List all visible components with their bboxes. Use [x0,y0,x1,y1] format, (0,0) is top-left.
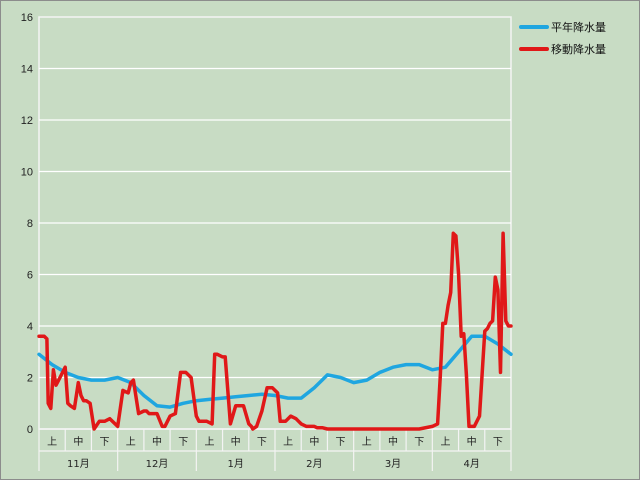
month-label: 12月 [146,458,169,470]
y-tick-label: 16 [21,12,33,24]
x-tick-label: 下 [336,437,346,448]
y-tick-label: 12 [21,115,33,127]
x-tick-label: 上 [204,436,214,448]
y-tick-label: 2 [27,373,33,385]
axes: 0 2 4 6 8 10 12 14 16 上 中 下 上 中 下 上 中 下 上 中 下 上 中 下 上 中 下 11月 12月 1月 2… [21,12,512,471]
x-tick-label: 下 [178,437,188,448]
x-tick-label: 中 [73,435,83,448]
y-tick-label: 4 [27,321,33,333]
x-tick-label: 中 [231,435,241,448]
y-tick-label: 10 [21,167,33,179]
legend-label: 移動降水量 [551,42,606,56]
month-label: 11月 [67,458,90,470]
y-tick-label: 6 [27,270,33,282]
x-tick-label: 下 [414,437,424,448]
month-label: 3月 [385,458,401,470]
x-tick-label: 中 [309,435,319,448]
x-tick-label: 上 [283,436,293,448]
x-tick-label: 上 [440,436,450,448]
x-tick-label: 下 [257,437,267,448]
x-tick-label: 中 [152,435,162,448]
x-tick-label: 上 [126,436,136,448]
series-line-normal [37,334,513,409]
month-label: 1月 [227,458,243,470]
series-lines [37,231,513,431]
x-tick-label: 中 [388,435,398,448]
x-tick-label: 上 [362,436,372,448]
legend-label: 平年降水量 [551,20,606,34]
y-tick-label: 14 [21,64,33,76]
month-label: 2月 [306,458,322,470]
x-tick-label: 上 [47,436,57,448]
series-line-moving [37,231,513,431]
month-label: 4月 [463,458,479,470]
y-tick-label: 8 [27,218,33,230]
x-tick-label: 下 [493,437,503,448]
x-tick-label: 中 [467,435,477,448]
y-tick-label: 0 [27,424,33,436]
x-tick-label: 下 [100,437,110,448]
